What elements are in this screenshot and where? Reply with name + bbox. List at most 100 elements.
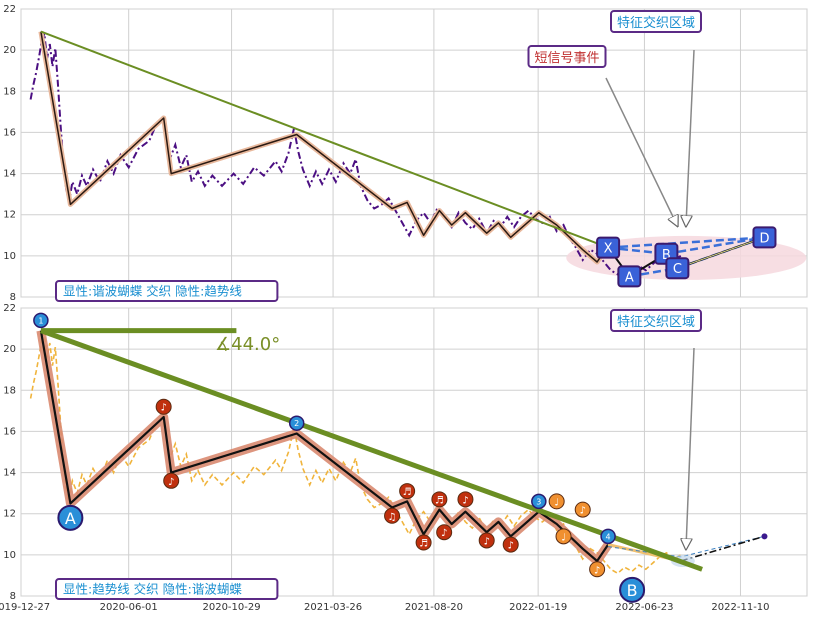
note-glyph: ♪ [484, 536, 490, 547]
note-marker: ♩ [555, 528, 572, 545]
pattern-point-c: C [665, 257, 690, 280]
anchor-marker: 4 [600, 528, 616, 545]
zigzag-line [40, 31, 609, 263]
feature-zone-label-bottom-box [610, 309, 702, 332]
y-tick-label: 22 [3, 303, 16, 314]
anchor-marker: 1 [33, 312, 49, 329]
top-legend-box [55, 280, 279, 302]
point-label-circle [619, 576, 646, 603]
short-signal-arrow [605, 77, 677, 225]
top-y-axis: 22 20 18 16 14 12 10 8 [3, 4, 16, 303]
note-glyph: ♪ [508, 541, 514, 552]
point-label-text: A [65, 509, 76, 528]
top-panel: 22 20 18 16 14 12 10 8 XA BC D 特征交织区域短信号事件显性:谐波蝴蝶 … [3, 4, 808, 303]
note-marker: ♪ [574, 501, 591, 518]
y-tick-label: 16 [3, 426, 16, 437]
x-tick-label: 2022-01-19 [509, 602, 567, 613]
pattern-point-box [752, 226, 777, 249]
feature-zone-arrow-bottom [686, 347, 695, 548]
anchor-label: 1 [38, 316, 43, 325]
note-marker: ♬ [431, 491, 448, 508]
feature-zone-label-bottom-text: 特征交织区域 [617, 314, 695, 330]
point-label-a: A [57, 504, 84, 531]
bottom-legend-box [55, 578, 279, 600]
y-tick-label: 20 [3, 45, 16, 56]
short-signal-label: 短信号事件 [527, 45, 607, 68]
projection-end-dot [761, 533, 768, 540]
point-label-b: B [619, 576, 646, 603]
anchor-label: 3 [536, 497, 541, 506]
zigzag-line [39, 330, 610, 563]
y-tick-label: 22 [3, 4, 16, 15]
note-circle [155, 398, 172, 415]
x-tick-label: 2021-08-20 [405, 602, 463, 613]
anchor-circle [33, 312, 49, 329]
y-tick-label: 14 [3, 169, 16, 180]
note-circle [574, 501, 591, 518]
pattern-point-box [665, 257, 690, 280]
bottom-legend: 显性:趋势线 交织 隐性:谐波蝴蝶 [55, 578, 279, 600]
y-tick-label: 20 [3, 344, 16, 355]
x-tick-label: 2020-06-01 [100, 602, 158, 613]
note-glyph: ♪ [160, 403, 166, 414]
top-legend: 显性:谐波蝴蝶 交织 隐性:趋势线 [55, 280, 279, 302]
point-label-text: B [627, 581, 638, 600]
note-circle [163, 472, 180, 489]
y-tick-label: 10 [3, 550, 16, 561]
y-tick-label: 12 [3, 509, 16, 520]
y-tick-label: 14 [3, 468, 16, 479]
note-circle [399, 483, 416, 500]
x-axis: 2019-12-27 2020-06-01 2020-10-29 2021-03-26… [0, 602, 770, 613]
note-marker: ♪ [163, 472, 180, 489]
top-legend-text: 显性:谐波蝴蝶 交织 隐性:趋势线 [63, 284, 242, 299]
pattern-leg-dashed [666, 236, 765, 256]
note-circle [589, 561, 606, 578]
feature-zone-label-box [610, 10, 702, 33]
note-glyph: ♪ [594, 565, 600, 576]
anchor-marker: 2 [288, 415, 305, 431]
y-tick-label: 16 [3, 127, 16, 138]
anchor-circle [531, 493, 547, 510]
note-glyph: ♩ [561, 532, 566, 543]
bottom-y-axis: 22 20 18 16 14 12 10 8 [3, 303, 16, 602]
note-circle [415, 534, 432, 551]
x-tick-label: 2022-06-23 [615, 602, 673, 613]
pattern-leg-cd-accent [677, 236, 765, 269]
note-marker: ♪ [457, 491, 474, 508]
point-label-circle [57, 504, 84, 531]
x-tick-label: 2021-03-26 [304, 602, 362, 613]
bottom-legend-text: 显性:趋势线 交织 隐性:谐波蝴蝶 [63, 582, 242, 597]
y-tick-label: 12 [3, 210, 16, 221]
pattern-point-label: A [625, 270, 634, 285]
pattern-leg-dashed [608, 236, 765, 249]
note-marker: ♩ [548, 493, 565, 510]
y-tick-label: 8 [10, 292, 16, 303]
pattern-point-d: D [752, 226, 777, 249]
pattern-point-x: X [596, 236, 621, 259]
short-signal-label-box [527, 45, 607, 68]
anchor-circle [600, 528, 616, 545]
anchor-label: 2 [294, 419, 299, 428]
pattern-point-label: C [673, 262, 682, 277]
note-glyph: ♬ [419, 539, 428, 550]
angle-label: ∡44.0° [215, 334, 280, 355]
note-circle [384, 507, 401, 524]
pattern-point-box [617, 265, 642, 288]
pattern-point-a: A [617, 265, 642, 288]
note-marker: ♫ [384, 507, 401, 524]
note-marker: ♪ [155, 398, 172, 415]
note-glyph: ♬ [435, 495, 444, 506]
note-circle [431, 491, 448, 508]
note-glyph: ♪ [441, 528, 447, 539]
pattern-point-label: B [662, 248, 671, 263]
note-glyph: ♪ [168, 477, 174, 488]
pattern-point-label: X [604, 242, 613, 257]
note-marker: ♪ [502, 536, 519, 553]
x-tick-label: 2020-10-29 [202, 602, 260, 613]
feature-zone-label-bottom: 特征交织区域 [610, 309, 702, 332]
note-circle [548, 493, 565, 510]
note-circle [478, 532, 495, 549]
